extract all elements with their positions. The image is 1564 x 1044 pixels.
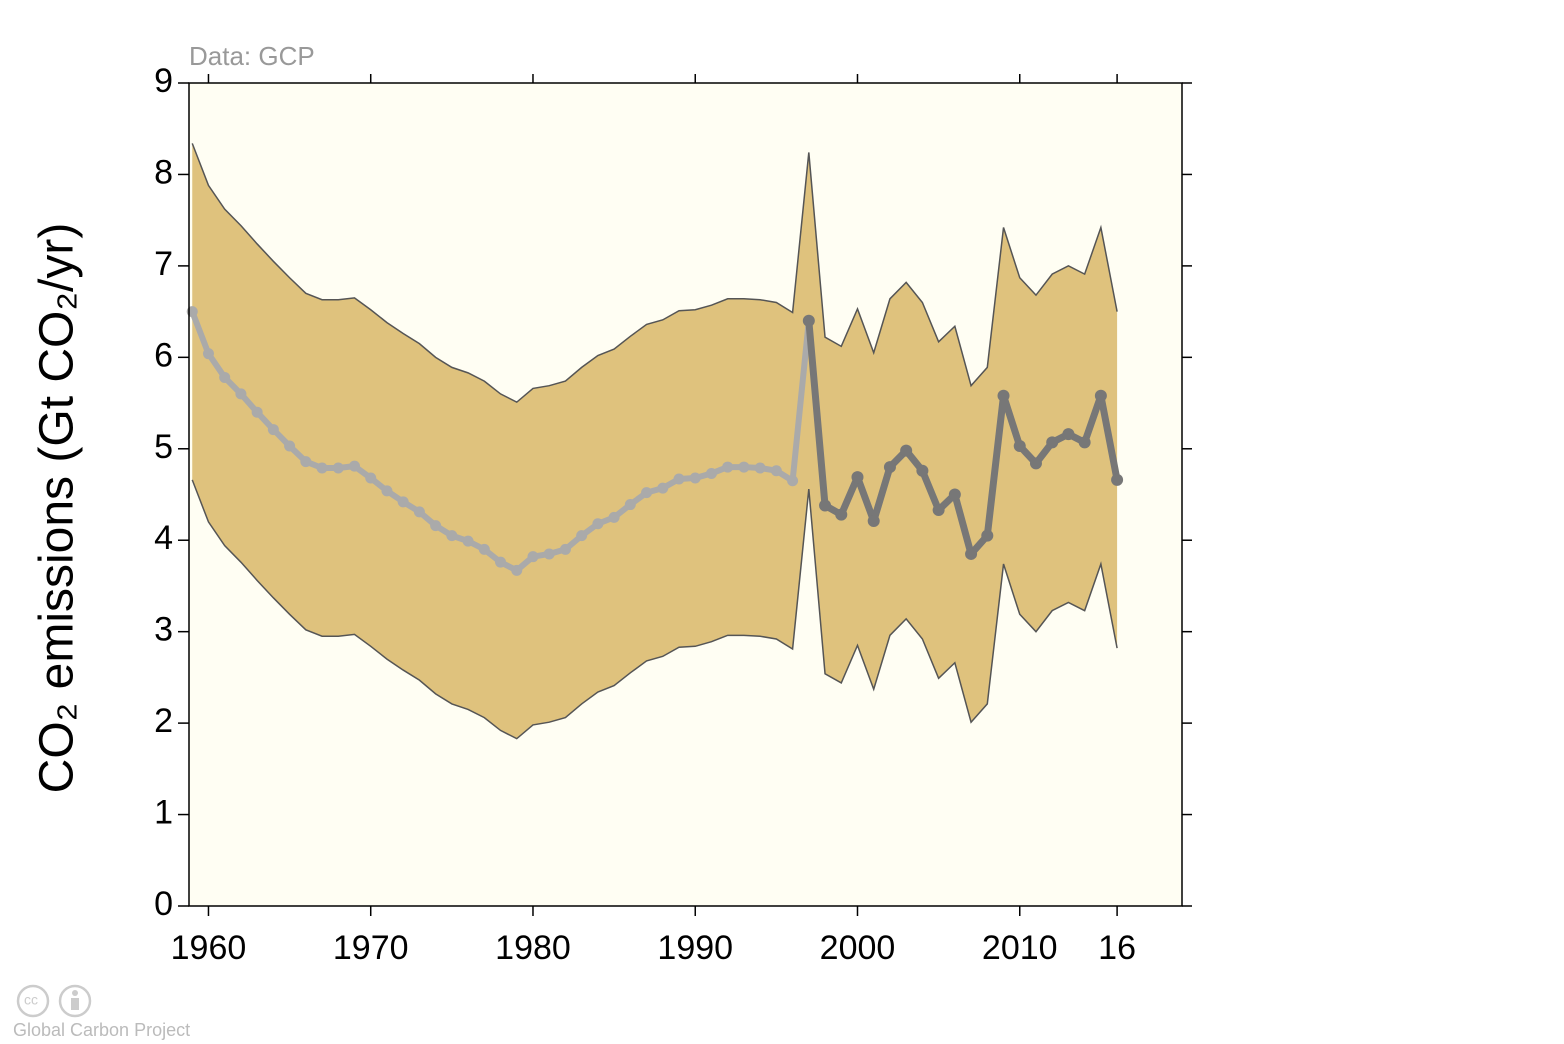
data-point: [332, 462, 344, 474]
data-point: [413, 506, 425, 518]
y-tick-label: 9: [154, 62, 173, 100]
data-point: [349, 460, 360, 472]
x-tick-label: 2010: [982, 929, 1058, 967]
data-point: [446, 530, 458, 542]
data-point: [1046, 436, 1059, 449]
x-tick-label: 1980: [495, 929, 571, 967]
data-point: [754, 462, 766, 474]
x-tick-label: 1960: [171, 929, 247, 967]
data-point: [202, 348, 214, 360]
y-tick-label: 6: [154, 336, 173, 374]
data-point: [883, 461, 896, 474]
data-point: [592, 518, 604, 530]
data-point: [235, 388, 247, 400]
data-point: [219, 371, 231, 383]
data-point: [576, 530, 588, 542]
y-tick-label: 1: [154, 794, 173, 832]
data-point: [478, 543, 490, 555]
data-point: [316, 462, 328, 474]
data-point: [624, 499, 636, 511]
data-point: [932, 504, 945, 517]
data-point: [251, 406, 263, 418]
data-point: [867, 515, 880, 528]
data-point: [722, 461, 734, 473]
plot-frame: [188, 82, 1183, 907]
y-tick-label: 8: [154, 153, 173, 191]
y-tick-label: 3: [154, 611, 173, 649]
data-point: [495, 556, 507, 568]
data-point: [641, 487, 653, 499]
data-point: [689, 472, 701, 484]
data-point: [738, 461, 750, 473]
data-point: [511, 564, 523, 576]
data-point: [851, 471, 864, 484]
data-point: [1111, 473, 1124, 486]
x-tick-label: 16: [1098, 929, 1136, 967]
data-point: [284, 440, 296, 452]
x-tick-label: 2000: [820, 929, 896, 967]
data-point: [787, 475, 799, 487]
data-point: [462, 535, 474, 547]
data-point: [802, 314, 815, 327]
data-point: [705, 467, 717, 479]
band-edge: [191, 143, 1118, 404]
data-point: [608, 511, 620, 523]
data-point: [916, 464, 929, 477]
data-point: [835, 508, 848, 521]
data-point: [657, 482, 669, 494]
cc-text: cc: [24, 992, 38, 1008]
data-point: [819, 499, 832, 512]
data-point: [770, 465, 782, 477]
uncertainty-band: [192, 143, 1118, 739]
data-point: [381, 485, 393, 497]
band-edge: [191, 479, 1118, 740]
data-point: [1029, 457, 1042, 470]
data-point: [430, 520, 442, 532]
data-point: [1062, 428, 1075, 441]
y-tick-label: 7: [154, 245, 173, 283]
y-tick-label: 0: [154, 885, 173, 923]
data-point: [1078, 436, 1091, 449]
data-point: [365, 472, 377, 484]
data-point: [527, 551, 539, 563]
data-point: [300, 456, 312, 468]
y-tick-label: 4: [154, 519, 173, 557]
data-point: [559, 543, 571, 555]
data-point: [981, 529, 994, 542]
data-point: [267, 424, 279, 436]
data-point: [673, 473, 685, 485]
data-point: [1013, 440, 1026, 453]
data-point: [948, 488, 961, 501]
data-point: [997, 389, 1010, 402]
y-axis-label: CO₂ emissions (Gt CO₂/yr): [31, 223, 84, 794]
data-point: [900, 444, 913, 457]
data-point: [397, 496, 409, 508]
annotation: Data: GCP: [189, 41, 315, 71]
cc-icons: [16, 984, 92, 1018]
credit: Global Carbon Project: [13, 1020, 190, 1040]
x-tick-label: 1970: [333, 929, 409, 967]
data-point: [965, 547, 978, 560]
y-tick-label: 5: [154, 428, 173, 466]
x-tick-label: 1990: [657, 929, 733, 967]
data-point: [543, 548, 555, 560]
y-tick-label: 2: [154, 702, 173, 740]
data-point: [1094, 389, 1107, 402]
